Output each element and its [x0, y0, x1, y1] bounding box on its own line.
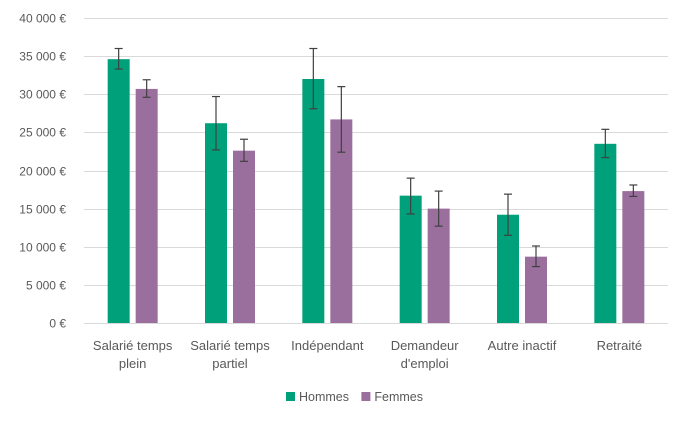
bars: [107, 59, 645, 324]
bar-femmes: [427, 208, 450, 323]
y-tick-label: 35 000 €: [19, 50, 66, 64]
x-category-label: Salarié temps plein: [93, 338, 173, 371]
bar-hommes: [107, 59, 130, 324]
bar-femmes: [330, 119, 353, 323]
x-category-label: Indépendant: [291, 338, 364, 353]
y-axis-ticks: 0 € 5 000 € 10 000 € 15 000 € 20 000 € 25 000…: [19, 12, 66, 331]
y-tick-label: 40 000 €: [19, 12, 66, 26]
bar-hommes: [205, 123, 227, 323]
x-axis-labels: Salarié temps plein Salarié temps partiel In…: [93, 338, 642, 371]
legend-swatch-femmes: [361, 392, 371, 401]
bar-femmes: [525, 256, 547, 323]
x-category-label: Autre inactif: [488, 338, 557, 353]
bar-hommes: [497, 214, 519, 323]
bar-hommes: [399, 195, 422, 323]
legend-label-hommes: Hommes: [299, 390, 349, 404]
y-tick-label: 15 000 €: [19, 203, 66, 217]
y-tick-label: 25 000 €: [19, 126, 66, 140]
x-category-label: Salarié temps partiel: [190, 338, 270, 371]
x-category-label: Retraité: [597, 338, 643, 353]
bar-femmes: [135, 88, 158, 323]
bar-femmes: [622, 191, 645, 323]
y-tick-label: 30 000 €: [19, 88, 66, 102]
legend: Hommes Femmes: [286, 390, 423, 404]
bar-femmes: [233, 150, 255, 323]
bar-hommes: [302, 79, 325, 323]
legend-swatch-hommes: [286, 392, 295, 401]
y-tick-label: 5 000 €: [26, 279, 66, 293]
y-tick-label: 20 000 €: [19, 165, 66, 179]
error-bars: [114, 47, 638, 268]
x-category-label: Demandeur d'emploi: [391, 338, 460, 371]
gridlines: [84, 18, 668, 324]
legend-label-femmes: Femmes: [374, 390, 423, 404]
bar-hommes: [594, 143, 617, 323]
y-tick-label: 0 €: [49, 317, 66, 331]
y-tick-label: 10 000 €: [19, 241, 66, 255]
